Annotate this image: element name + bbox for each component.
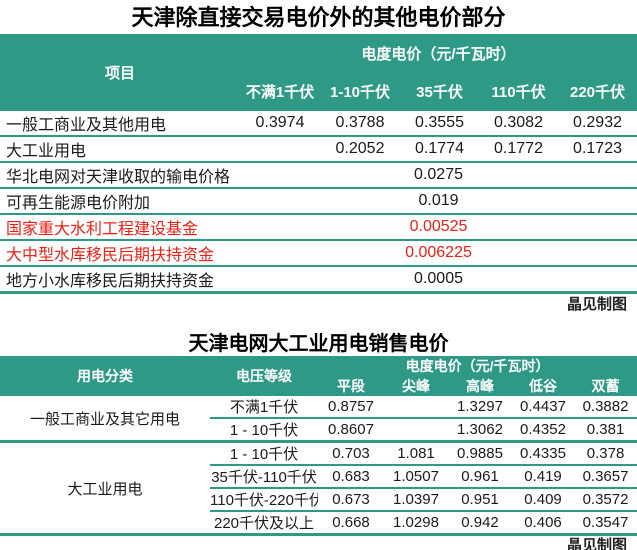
column-header-voltage: 110千伏: [479, 72, 558, 111]
row-value: 0.2932: [558, 111, 637, 137]
table-row: 华北电网对天津收取的输电价格 0.0275: [0, 162, 637, 189]
column-header-period: 低谷: [512, 376, 574, 396]
row-value: 0.3082: [479, 111, 558, 137]
voltage-cell: 1 - 10千伏: [210, 441, 318, 466]
price-cell: 0.668: [318, 511, 384, 536]
price-cell: 0.8757: [318, 396, 384, 419]
column-header-period: 尖峰: [384, 376, 448, 396]
row-label: 地方小水库移民后期扶持资金: [0, 266, 240, 294]
table-row: 一般工商业及其它用电 不满1千伏 0.8757 1.3297 0.4437 0.3882: [0, 396, 637, 443]
price-cell: 0.3547: [574, 511, 637, 536]
column-header-voltage: 220千伏: [558, 72, 637, 111]
price-cell: 0.673: [318, 488, 384, 512]
column-header-period: 双蓄: [574, 376, 637, 396]
table-row: 35千伏-110千伏 0.683 1.0507 0.961 0.419 0.3657: [0, 465, 637, 489]
table-row: 一般工商业及其他用电 0.3974 0.3788 0.3555 0.3082 0.2932: [0, 111, 637, 137]
column-group-header-unit: 电度电价（元/千瓦时）: [240, 34, 637, 72]
price-cell: 0.8607: [318, 418, 384, 443]
price-cell: 1.0507: [384, 465, 448, 489]
voltage-cell: 35千伏-110千伏: [210, 465, 318, 489]
price-cell: 0.3657: [574, 465, 637, 489]
column-header-period: 高峰: [448, 376, 512, 396]
row-value: 0.2052: [320, 136, 400, 163]
table-row: 可再生能源电价附加 0.019: [0, 188, 637, 215]
table-row: 220千伏及以上 0.668 1.0298 0.942 0.406 0.3547: [0, 511, 637, 536]
table-row: 1 - 10千伏 0.8607 1.3062 0.4352 0.381: [0, 418, 637, 443]
sales-prices-table: 用电分类 电压等级 电度电价（元/千瓦时） 平段 尖峰 高峰 低谷 双蓄 一般工…: [0, 356, 637, 536]
row-value-merged: 0.006225: [240, 240, 637, 267]
row-value-merged: 0.019: [240, 188, 637, 215]
column-header-category: 用电分类: [0, 356, 210, 396]
price-cell: 0.4437: [512, 396, 574, 419]
row-value: 0.1772: [479, 136, 558, 163]
table-row: 110千伏-220千伏 0.673 1.0397 0.951 0.409 0.3572: [0, 488, 637, 512]
price-cell: 0.961: [448, 465, 512, 489]
table-row: 国家重大水利工程建设基金 0.00525: [0, 214, 637, 241]
price-cell: 1.081: [384, 441, 448, 466]
table-row: 大中型水库移民后期扶持资金 0.006225: [0, 240, 637, 267]
category-cell: 一般工商业及其它用电: [0, 396, 210, 443]
price-cell: 0.381: [574, 418, 637, 443]
row-label: 一般工商业及其他用电: [0, 111, 240, 137]
price-cell: 1.3297: [448, 396, 512, 419]
row-label: 华北电网对天津收取的输电价格: [0, 162, 240, 189]
column-header-voltage: 35千伏: [400, 72, 479, 111]
table1-title: 天津除直接交易电价外的其他电价部分: [131, 5, 506, 30]
price-cell: 0.951: [448, 488, 512, 512]
price-cell: 0.942: [448, 511, 512, 536]
row-value: 0.3555: [400, 111, 479, 137]
column-header-voltage: 不满1千伏: [240, 72, 320, 111]
table-row: 大工业用电 0.2052 0.1774 0.1772 0.1723: [0, 136, 637, 163]
price-cell: 0.4352: [512, 418, 574, 443]
table-row: 大工业用电 1 - 10千伏 0.703 1.081 0.9885 0.4335 0.378: [0, 441, 637, 536]
row-value-merged: 0.0275: [240, 162, 637, 189]
price-cell: 1.3062: [448, 418, 512, 443]
column-header-period: 平段: [318, 376, 384, 396]
price-cell: 0.4335: [512, 441, 574, 466]
row-value: 0.3788: [320, 111, 400, 137]
price-cell: 0.378: [574, 441, 637, 466]
row-label: 可再生能源电价附加: [0, 188, 240, 215]
price-cell: 0.409: [512, 488, 574, 512]
row-value: [240, 136, 320, 163]
row-label: 大中型水库移民后期扶持资金: [0, 240, 240, 267]
voltage-cell: 220千伏及以上: [210, 511, 318, 536]
row-value: 0.1723: [558, 136, 637, 163]
column-header-voltage-level: 电压等级: [210, 356, 318, 396]
voltage-cell: 不满1千伏: [210, 396, 318, 419]
price-cell: 0.3572: [574, 488, 637, 512]
sales-prices-table-body: 一般工商业及其它用电 不满1千伏 0.8757 1.3297 0.4437 0.3882 1…: [0, 396, 637, 536]
row-label: 国家重大水利工程建设基金: [0, 214, 240, 241]
row-value-merged: 0.00525: [240, 214, 637, 241]
voltage-cell: 110千伏-220千伏: [210, 488, 318, 512]
price-cell: 1.0298: [384, 511, 448, 536]
other-prices-table: 项目 电度电价（元/千瓦时） 不满1千伏 1-10千伏 35千伏 110千伏 2…: [0, 34, 637, 294]
credit-watermark: 晶见制图: [566, 537, 627, 550]
other-prices-table-body: 一般工商业及其他用电 0.3974 0.3788 0.3555 0.3082 0.2932…: [0, 111, 637, 294]
price-cell: 0.406: [512, 511, 574, 536]
price-cell: [384, 418, 448, 443]
row-value-merged: 0.0005: [240, 266, 637, 294]
row-value: 0.3974: [240, 111, 320, 137]
column-header-voltage: 1-10千伏: [320, 72, 400, 111]
price-cell: [384, 396, 448, 419]
credit-watermark: 晶见制图: [566, 296, 627, 313]
column-group-header-unit: 电度电价（元/千瓦时）: [318, 356, 637, 376]
price-cell: 0.703: [318, 441, 384, 466]
voltage-cell: 1 - 10千伏: [210, 418, 318, 443]
row-value: 0.1774: [400, 136, 479, 163]
price-cell: 0.419: [512, 465, 574, 489]
table2-title: 天津电网大工业用电销售电价: [188, 333, 449, 355]
price-cell: 0.9885: [448, 441, 512, 466]
column-header-project: 项目: [0, 34, 240, 111]
category-cell: 大工业用电: [0, 441, 210, 536]
table-row: 地方小水库移民后期扶持资金 0.0005: [0, 266, 637, 294]
row-label: 大工业用电: [0, 136, 240, 163]
sales-prices-table-header: 用电分类 电压等级 电度电价（元/千瓦时） 平段 尖峰 高峰 低谷 双蓄: [0, 356, 637, 396]
price-cell: 1.0397: [384, 488, 448, 512]
price-cell: 0.3882: [574, 396, 637, 419]
price-cell: 0.683: [318, 465, 384, 489]
other-prices-table-header: 项目 电度电价（元/千瓦时） 不满1千伏 1-10千伏 35千伏 110千伏 2…: [0, 34, 637, 111]
